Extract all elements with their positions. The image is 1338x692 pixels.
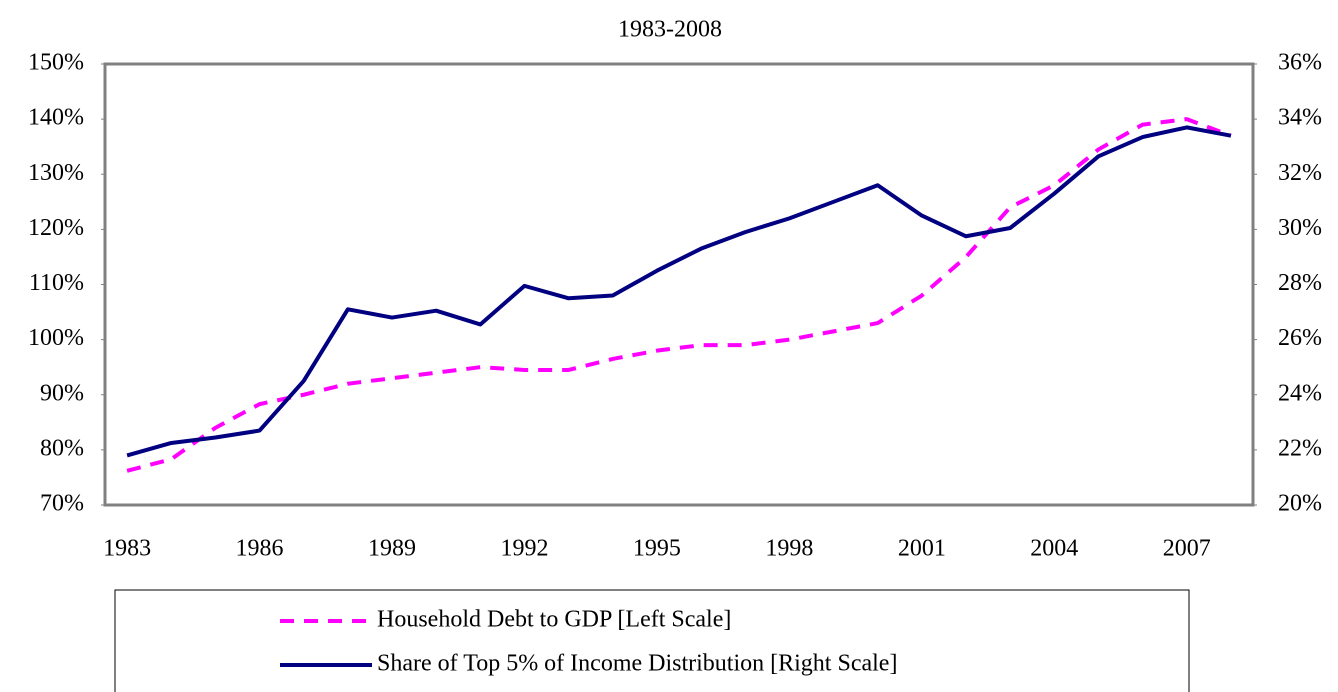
x-tick-label: 2007: [1163, 536, 1211, 562]
y-tick-label: 140%: [28, 105, 84, 131]
y-tick-label: 100%: [28, 325, 84, 351]
y2-tick-label: 24%: [1278, 380, 1322, 406]
y2-tick-label: 20%: [1278, 491, 1322, 517]
legend-label: Share of Top 5% of Income Distribution […: [377, 651, 897, 677]
y-tick-label: 110%: [29, 270, 84, 296]
y-tick-label: 80%: [40, 435, 84, 461]
y2-tick-label: 36%: [1278, 50, 1322, 76]
x-tick-label: 1986: [236, 536, 284, 562]
x-tick-label: 1998: [765, 536, 813, 562]
x-tick-label: 1989: [368, 536, 416, 562]
y-tick-label: 90%: [40, 380, 84, 406]
y-tick-label: 130%: [28, 160, 84, 186]
x-tick-label: 1995: [633, 536, 681, 562]
y2-tick-label: 34%: [1278, 105, 1322, 131]
x-tick-label: 1992: [500, 536, 548, 562]
chart-title: 1983-2008: [618, 17, 722, 43]
x-tick-label: 2001: [898, 536, 946, 562]
data-line: [126, 125, 1232, 458]
y-tick-label: 70%: [40, 491, 84, 517]
plot-frame: [103, 62, 1255, 507]
x-tick-label: 1983: [103, 536, 151, 562]
y-tick-label: 120%: [28, 215, 84, 241]
legend-label: Household Debt to GDP [Left Scale]: [377, 607, 731, 633]
x-tick-label: 2004: [1030, 536, 1078, 562]
y-tick-label: 150%: [28, 50, 84, 76]
y2-tick-label: 22%: [1278, 435, 1322, 461]
y2-tick-label: 32%: [1278, 160, 1322, 186]
y2-tick-label: 26%: [1278, 325, 1322, 351]
legend-box: [114, 589, 1190, 692]
y2-tick-label: 30%: [1278, 215, 1322, 241]
data-line: [126, 117, 1232, 473]
y2-tick-label: 28%: [1278, 270, 1322, 296]
